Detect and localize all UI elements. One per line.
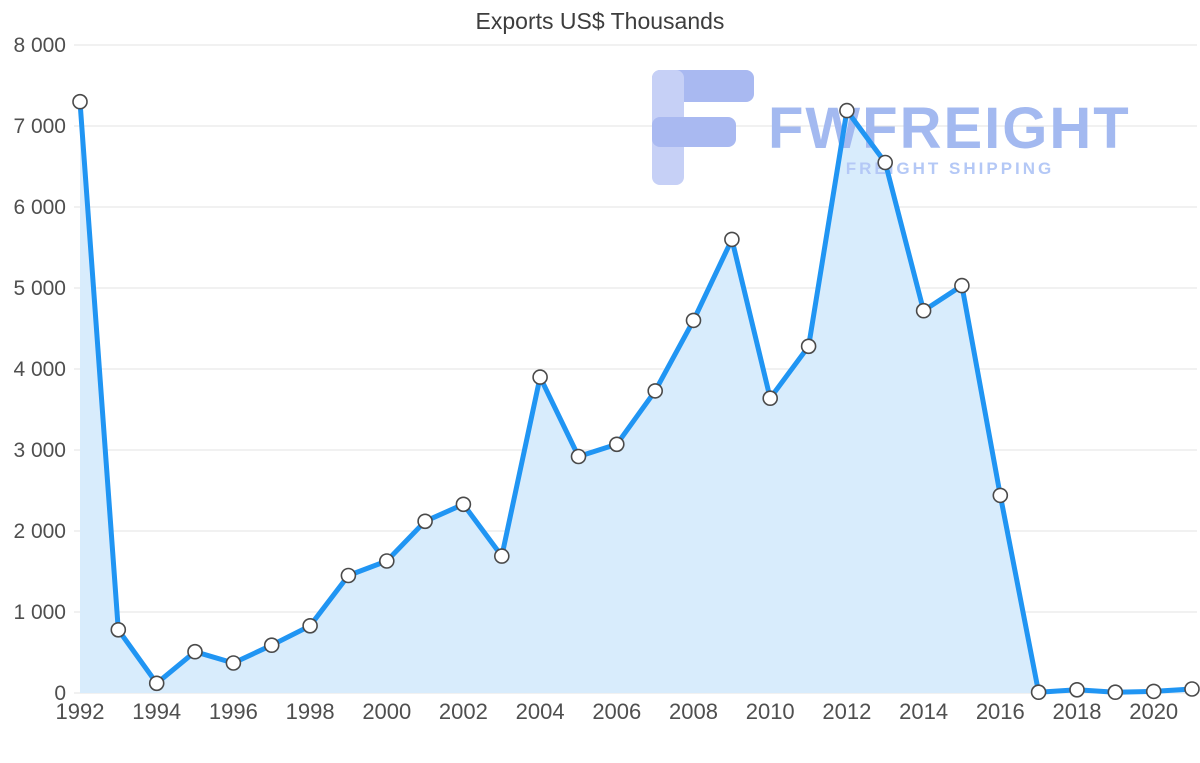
x-axis-tick-label: 2012 bbox=[822, 699, 871, 724]
y-axis-tick-label: 0 bbox=[54, 682, 66, 705]
y-axis-tick-label: 5 000 bbox=[13, 277, 66, 300]
data-point-marker bbox=[724, 231, 740, 248]
data-point-marker bbox=[685, 312, 702, 329]
data-point-marker bbox=[877, 154, 894, 171]
x-axis-tick-label: 1998 bbox=[286, 699, 335, 724]
data-point-marker bbox=[647, 383, 664, 399]
data-point-marker bbox=[992, 487, 1009, 504]
watermark-brand: FWFREIGHT bbox=[768, 96, 1131, 161]
data-point-marker bbox=[225, 655, 242, 671]
x-axis-tick-label: 2018 bbox=[1053, 699, 1102, 724]
watermark-tagline: FREIGHT SHIPPING bbox=[846, 159, 1055, 178]
data-point-marker bbox=[148, 675, 165, 692]
data-point-marker bbox=[915, 302, 932, 319]
x-axis-tick-label: 2008 bbox=[669, 699, 718, 724]
data-point-marker bbox=[762, 390, 779, 407]
data-point-marker bbox=[417, 513, 433, 530]
x-axis-tick-label: 2002 bbox=[439, 699, 488, 724]
data-point-marker bbox=[340, 567, 357, 584]
x-axis-tick-label: 2006 bbox=[592, 699, 641, 724]
data-point-marker bbox=[72, 93, 88, 110]
data-point-marker bbox=[800, 338, 817, 355]
data-point-marker bbox=[455, 496, 472, 513]
data-point-marker bbox=[302, 617, 318, 634]
watermark: FWFREIGHT FREIGHT SHIPPING bbox=[652, 70, 1131, 185]
y-axis-tick-label: 1 000 bbox=[13, 601, 66, 624]
data-point-marker bbox=[1184, 681, 1200, 697]
y-axis-tick-label: 8 000 bbox=[13, 34, 66, 57]
chart-title: Exports US$ Thousands bbox=[475, 8, 725, 34]
x-axis-tick-label: 2004 bbox=[516, 699, 565, 724]
data-point-marker bbox=[608, 436, 625, 453]
data-point-marker bbox=[1107, 684, 1124, 701]
data-point-marker bbox=[378, 553, 395, 569]
y-axis-tick-label: 3 000 bbox=[13, 439, 66, 462]
data-point-marker bbox=[839, 102, 855, 119]
chart-front-layer bbox=[72, 93, 1200, 701]
y-axis-tick-label: 4 000 bbox=[13, 358, 66, 381]
x-axis-tick-label: 2016 bbox=[976, 699, 1025, 724]
data-point-marker bbox=[187, 643, 203, 660]
y-axis-tick-label: 2 000 bbox=[13, 520, 66, 543]
data-point-marker bbox=[570, 448, 587, 465]
data-point-marker bbox=[493, 548, 510, 564]
chart-back-layer: 0 1 000 2 000 3 000 4 000 5 000 6 000 7 000 8 00… bbox=[13, 34, 1197, 724]
data-point-marker bbox=[1069, 681, 1085, 698]
data-point-marker bbox=[1030, 684, 1047, 701]
x-axis-tick-label: 2010 bbox=[746, 699, 795, 724]
x-axis-tick-label: 2000 bbox=[362, 699, 411, 724]
data-point-marker bbox=[532, 369, 548, 385]
x-axis-tick-label: 1992 bbox=[56, 699, 105, 724]
x-axis-tick-label: 1994 bbox=[132, 699, 181, 724]
y-axis-tick-label: 7 000 bbox=[13, 115, 66, 138]
data-point-marker bbox=[1145, 683, 1162, 700]
area-fill bbox=[80, 101, 1192, 693]
y-axis-tick-label: 6 000 bbox=[13, 196, 66, 219]
x-axis-tick-label: 1996 bbox=[209, 699, 258, 724]
x-axis-tick-label: 2020 bbox=[1129, 699, 1178, 724]
data-point-marker bbox=[954, 277, 970, 294]
fwfreight-logo-icon bbox=[652, 70, 754, 185]
x-axis-tick-label: 2014 bbox=[899, 699, 948, 724]
data-point-marker bbox=[110, 621, 127, 638]
data-point-marker bbox=[263, 637, 280, 654]
